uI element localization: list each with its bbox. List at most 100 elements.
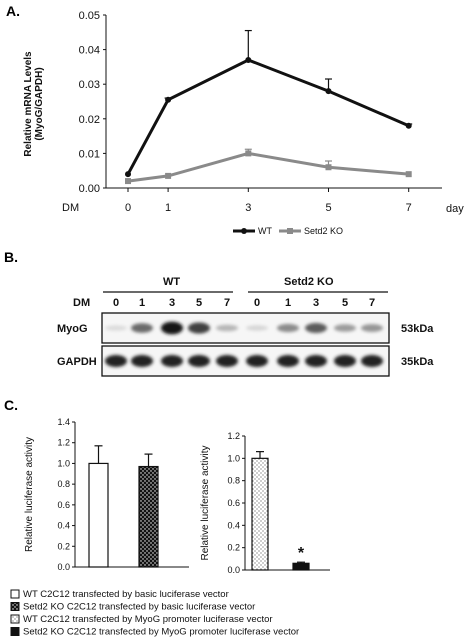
blot-lane-label: 3 bbox=[313, 297, 319, 309]
c1-y-axis-title: Relative luciferase activity bbox=[24, 437, 35, 552]
c1-y-tick-label: 1.4 bbox=[57, 417, 70, 427]
blot-band bbox=[334, 324, 356, 332]
blot-lane-label: 0 bbox=[113, 297, 119, 309]
c1-y-tick-label: 1.2 bbox=[57, 438, 70, 448]
legend-label: Setd2 KO C2C12 transfected by basic luci… bbox=[23, 602, 255, 613]
c2-significance-marker: * bbox=[298, 545, 305, 562]
c2-y-tick-label: 1.0 bbox=[227, 453, 240, 463]
legend-marker-wt bbox=[241, 228, 247, 234]
panel-a-line-chart: Relative mRNA Levels (MyoG/GAPDH) 0.00 0.0… bbox=[23, 10, 464, 236]
blot-lane-label: 5 bbox=[196, 297, 202, 309]
panel-a-legend: WT Setd2 KO bbox=[233, 226, 343, 236]
legend-swatch bbox=[10, 614, 20, 624]
blot-band bbox=[105, 354, 127, 368]
legend-swatch bbox=[10, 589, 20, 599]
panel-b-western-blot: WT Setd2 KO DM 0 1 3 5 7 0 1 3 5 7 MyoG 53kDa GAPDH… bbox=[57, 276, 434, 377]
data-point bbox=[325, 164, 332, 171]
blot-row-size-myog: 53kDa bbox=[401, 323, 434, 335]
data-point bbox=[165, 172, 172, 179]
blot-row-label-myog: MyoG bbox=[57, 323, 88, 335]
c2-y-tick-label: 0.4 bbox=[227, 520, 240, 530]
panel-a-y-tick-label: 0.04 bbox=[79, 45, 100, 57]
c1-y-tick-label: 0.0 bbox=[57, 562, 70, 572]
c1-y-tick-label: 0.8 bbox=[57, 479, 70, 489]
c2-y-tick-label: 0.8 bbox=[227, 476, 240, 486]
panel-a-y-axis-title-line: (MyoG/GAPDH) bbox=[34, 67, 45, 140]
blot-lane-label: 5 bbox=[342, 297, 348, 309]
blot-band bbox=[216, 354, 238, 368]
blot-band bbox=[277, 323, 299, 333]
panel-a-x-tick-label: 7 bbox=[406, 202, 412, 214]
blot-band bbox=[105, 325, 127, 331]
panel-a-x-tick-label: 0 bbox=[125, 202, 131, 214]
blot-lane-label: 7 bbox=[224, 297, 230, 309]
legend-label: WT C2C12 transfected by basic luciferase… bbox=[23, 589, 229, 600]
blot-band bbox=[161, 321, 183, 335]
c1-bar bbox=[138, 465, 159, 568]
blot-band bbox=[246, 354, 268, 368]
panel-c-basic-vector-chart: 0.0 0.2 0.4 0.6 0.8 1.0 1.2 1.4 Relative lucifer… bbox=[24, 417, 189, 572]
blot-band bbox=[277, 354, 299, 368]
blot-band bbox=[188, 354, 210, 368]
blot-band bbox=[361, 324, 383, 332]
data-point bbox=[125, 171, 131, 178]
c2-y-tick-label: 0.2 bbox=[227, 543, 240, 553]
panel-a-y-axis-title: Relative mRNA Levels (MyoG/GAPDH) bbox=[23, 51, 45, 157]
blot-dm-label: DM bbox=[73, 297, 90, 309]
blot-group-wt: WT bbox=[163, 276, 180, 288]
panel-b-letter: B. bbox=[4, 249, 18, 265]
data-point bbox=[245, 56, 252, 63]
c1-y-tick-label: 0.6 bbox=[57, 500, 70, 510]
blot-band bbox=[246, 325, 268, 331]
data-point bbox=[165, 96, 172, 103]
blot-band bbox=[305, 354, 327, 368]
blot-band bbox=[188, 322, 210, 334]
panel-a-day-label: day bbox=[446, 203, 464, 215]
panel-c-myog-promoter-chart: 0.0 0.2 0.4 0.6 0.8 1.0 1.2 Relative luciferase… bbox=[200, 431, 330, 575]
blot-lane-label: 0 bbox=[254, 297, 260, 309]
panel-a-y-tick-label: 0.05 bbox=[79, 10, 100, 22]
data-point bbox=[405, 171, 412, 178]
panel-a-dm-label: DM bbox=[62, 202, 79, 214]
data-point bbox=[405, 122, 412, 129]
blot-row-label-gapdh: GAPDH bbox=[57, 356, 97, 368]
c1-y-tick-label: 0.2 bbox=[57, 541, 70, 551]
legend-label-setd2ko: Setd2 KO bbox=[304, 226, 343, 236]
panel-a-y-tick-label: 0.03 bbox=[79, 79, 100, 91]
c2-bar bbox=[251, 457, 269, 571]
blot-row-size-gapdh: 35kDa bbox=[401, 356, 434, 368]
blot-band bbox=[161, 354, 183, 368]
legend-swatch bbox=[10, 627, 20, 636]
data-point bbox=[125, 178, 131, 185]
c2-bar bbox=[292, 562, 310, 571]
panel-a-letter: A. bbox=[6, 3, 20, 19]
blot-band bbox=[305, 323, 327, 333]
panel-a-y-tick-label: 0.00 bbox=[79, 183, 100, 195]
blot-lane-label: 1 bbox=[139, 297, 145, 309]
panel-c-bar-charts: 0.0 0.2 0.4 0.6 0.8 1.0 1.2 1.4 Relative lucifer… bbox=[10, 417, 330, 638]
c1-y-tick-label: 0.4 bbox=[57, 521, 70, 531]
panel-a-x-tick-label: 5 bbox=[325, 202, 331, 214]
panel-a-y-axis-title-line: Relative mRNA Levels bbox=[23, 51, 34, 157]
blot-lane-label: 3 bbox=[169, 297, 175, 309]
legend-marker-setd2ko bbox=[287, 228, 293, 234]
c2-y-tick-label: 0.6 bbox=[227, 498, 240, 508]
c2-y-axis-title: Relative luciferase activity bbox=[200, 445, 211, 560]
blot-lane-label: 1 bbox=[285, 297, 291, 309]
panel-a-x-tick-label: 3 bbox=[245, 202, 251, 214]
legend-label: WT C2C12 transfected by MyoG promoter lu… bbox=[23, 614, 273, 625]
c2-y-tick-label: 1.2 bbox=[227, 431, 240, 441]
legend-label-wt: WT bbox=[258, 226, 272, 236]
blot-band bbox=[131, 323, 153, 333]
data-point bbox=[325, 88, 332, 95]
legend-swatch bbox=[10, 602, 20, 611]
c1-bar bbox=[88, 462, 109, 568]
panel-a-x-tick-label: 1 bbox=[165, 202, 171, 214]
legend-label: Setd2 KO C2C12 transfected by MyoG promo… bbox=[23, 627, 299, 638]
blot-band bbox=[334, 354, 356, 368]
blot-band bbox=[216, 324, 238, 332]
panel-a-y-tick-label: 0.01 bbox=[79, 148, 100, 160]
panel-c-letter: C. bbox=[4, 397, 18, 413]
c2-y-tick-label: 0.0 bbox=[227, 565, 240, 575]
